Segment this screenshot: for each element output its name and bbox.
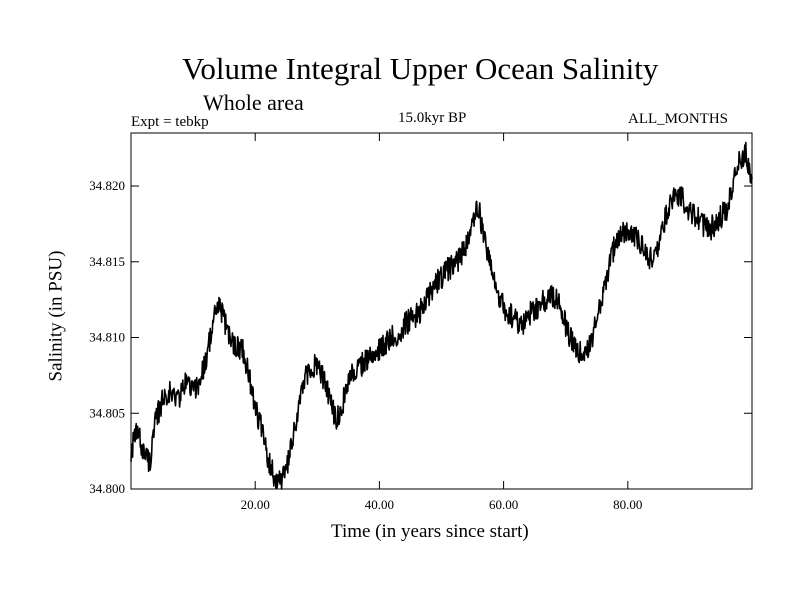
y-axis-ticks: 34.800 34.805 34.810 34.815 34.820 (89, 178, 752, 496)
series-line-salinity (130, 141, 753, 490)
y-tick-label: 34.800 (89, 481, 125, 496)
period-label: 15.0kyr BP (398, 110, 467, 126)
months-label: ALL_MONTHS (628, 111, 728, 127)
chart-title: Volume Integral Upper Ocean Salinity (182, 51, 659, 86)
y-tick-label: 34.810 (89, 330, 125, 345)
x-tick-label: 20.00 (241, 497, 270, 512)
x-tick-label: 80.00 (613, 497, 642, 512)
x-axis-ticks: 20.00 40.00 60.00 80.00 (241, 133, 642, 512)
x-tick-label: 60.00 (489, 497, 518, 512)
y-tick-label: 34.805 (89, 405, 125, 420)
x-tick-label: 40.00 (365, 497, 394, 512)
experiment-label: Expt = tebkp (131, 114, 209, 130)
chart-subtitle: Whole area (203, 90, 304, 115)
y-tick-label: 34.820 (89, 178, 125, 193)
x-axis-label: Time (in years since start) (331, 521, 529, 542)
y-tick-label: 34.815 (89, 254, 125, 269)
plot-frame (130, 132, 753, 490)
